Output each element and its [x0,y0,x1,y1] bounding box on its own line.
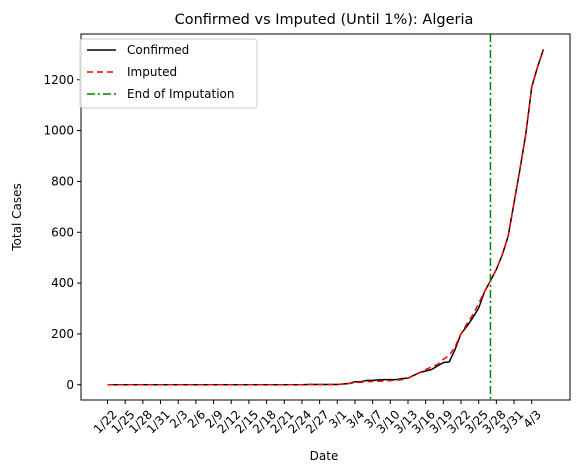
y-tick-label: 800 [51,174,74,188]
chart-title: Confirmed vs Imputed (Until 1%): Algeria [175,12,474,28]
y-axis-label: Total Cases [10,183,24,251]
legend: Confirmed Imputed End of Imputation [79,38,258,109]
y-tick-label: 0 [66,378,74,392]
x-axis-label: Date [310,449,339,463]
y-tick-label: 1200 [43,73,74,87]
y-axis: 0 200 400 600 800 1000 1200 [43,73,81,392]
legend-label: Confirmed [127,43,189,57]
y-tick-label: 200 [51,327,74,341]
x-tick-label: 4/3 [520,407,544,431]
plot-area [107,34,545,400]
x-axis: 1/221/251/281/312/32/62/92/122/152/182/2… [91,400,544,436]
legend-label: Imputed [127,65,177,79]
series-line-imputed [107,49,545,386]
legend-box [79,38,258,109]
y-tick-label: 600 [51,225,74,239]
y-tick-label: 1000 [43,124,74,138]
legend-label: End of Imputation [127,87,235,101]
y-tick-label: 400 [51,276,74,290]
plot-frame [80,33,571,401]
